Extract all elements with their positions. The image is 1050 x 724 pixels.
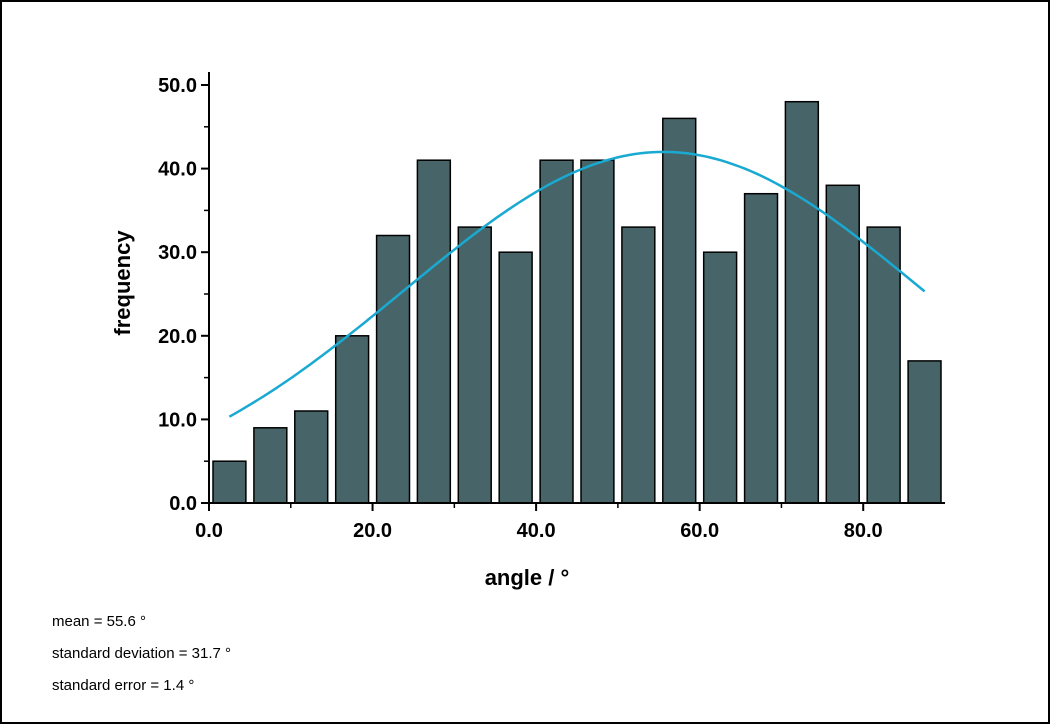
histogram-bar xyxy=(907,360,942,504)
x-tick-label: 80.0 xyxy=(844,520,883,542)
mean-text: mean = 55.6 ° xyxy=(52,613,146,630)
x-tick-label: 40.0 xyxy=(517,520,556,542)
histogram-bar xyxy=(743,192,779,504)
y-tick-label: 20.0 xyxy=(158,326,197,348)
bars-group xyxy=(212,100,942,504)
x-tick-label: 60.0 xyxy=(680,520,719,542)
histogram-bar xyxy=(294,410,329,504)
histogram-bar xyxy=(580,159,615,504)
histogram-bar xyxy=(212,460,247,504)
x-tick-label: 20.0 xyxy=(353,520,392,542)
x-ticks-group: 0.0 20.0 40.0 60.0 80.0 xyxy=(195,503,883,542)
histogram-bar xyxy=(621,226,656,504)
histogram-bar xyxy=(457,226,492,504)
standard-error-text: standard error = 1.4 ° xyxy=(52,677,195,694)
y-ticks-group: 0.0 10.0 20.0 30.0 40.0 50.0 xyxy=(158,75,209,515)
histogram-bar xyxy=(334,335,370,504)
histogram-bar xyxy=(253,427,288,504)
x-axis-title: angle / ° xyxy=(485,565,570,590)
x-tick-label: 0.0 xyxy=(195,520,223,542)
y-axis-title: frequency xyxy=(110,230,135,336)
histogram-bar xyxy=(498,251,533,504)
histogram-bar xyxy=(866,226,901,504)
axes-group xyxy=(208,72,945,504)
normal-fit-curve xyxy=(228,150,926,418)
histogram-bar xyxy=(825,184,860,504)
y-tick-label: 10.0 xyxy=(158,409,197,431)
histogram-bar xyxy=(375,234,411,504)
histogram-bar xyxy=(539,159,574,504)
y-tick-label: 40.0 xyxy=(158,159,197,181)
histogram-bar xyxy=(702,251,738,504)
y-tick-label: 30.0 xyxy=(158,242,197,264)
histogram-bar xyxy=(416,159,452,504)
y-tick-label: 0.0 xyxy=(169,493,197,515)
y-tick-label: 50.0 xyxy=(158,75,197,97)
histogram-bar xyxy=(662,117,697,504)
histogram-bar xyxy=(784,100,820,504)
standard-deviation-text: standard deviation = 31.7 ° xyxy=(52,645,232,662)
